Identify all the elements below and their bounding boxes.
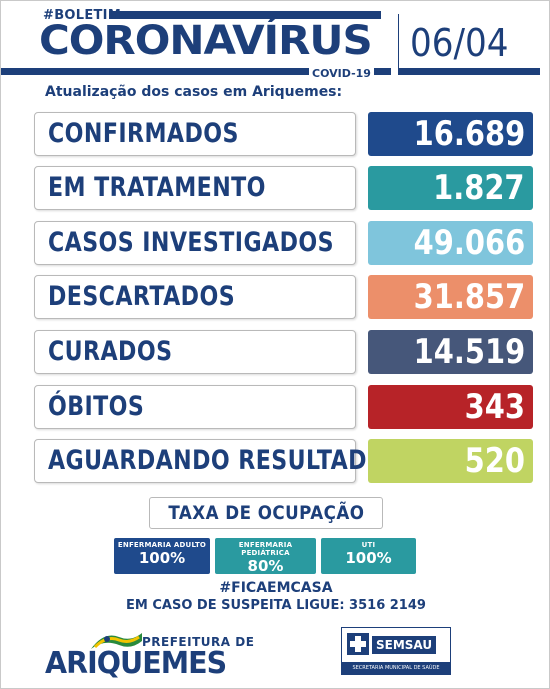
occupancy-value: 100%: [138, 549, 186, 567]
occupancy-title: TAXA DE OCUPAÇÃO: [167, 502, 364, 524]
semsau-subtitle: SECRETARIA MUNICIPAL DE SAÚDE: [342, 662, 450, 674]
stat-label-box: CASOS INVESTIGADOS: [34, 221, 356, 265]
page-subtitle: Atualização dos casos em Ariquemes:: [45, 84, 343, 100]
stat-label-box: DESCARTADOS: [34, 275, 356, 319]
stat-value-box: 16.689: [368, 112, 533, 156]
flag-icon: [91, 633, 142, 649]
stat-value-box: 1.827: [368, 166, 533, 210]
semsau-name: SEMSAU: [372, 636, 437, 654]
header-top-bar: [109, 11, 381, 19]
occupancy-value: 100%: [345, 549, 392, 567]
stat-label-box: CURADOS: [34, 330, 356, 374]
stat-label: CONFIRMADOS: [48, 118, 239, 149]
occupancy-label: ENFERMARIA PEDIÁTRICA: [238, 541, 293, 557]
occupancy-title-box: TAXA DE OCUPAÇÃO: [149, 497, 383, 529]
stat-label-box: ÓBITOS: [34, 385, 356, 429]
hashtag-boletim: #BOLETIM: [43, 8, 122, 23]
stat-label-box: AGUARDANDO RESULTADO: [34, 439, 386, 483]
date-bar: [398, 68, 540, 75]
city-name: ARIQUEMES: [45, 646, 227, 681]
stat-value-box: 14.519: [368, 330, 533, 374]
stat-value: 14.519: [413, 332, 525, 372]
stat-label: DESCARTADOS: [48, 281, 236, 312]
occupancy-label: UTI: [361, 541, 376, 549]
occupancy-uti: UTI 100%: [321, 538, 416, 574]
stat-value-box: 520: [368, 439, 533, 483]
stat-value: 31.857: [413, 277, 525, 317]
header-bottom-bar: [1, 68, 391, 75]
occupancy-enfermaria-pediatrica: ENFERMARIA PEDIÁTRICA 80%: [215, 538, 316, 575]
occupancy-enfermaria-adulto: ENFERMARIA ADULTO 100%: [114, 538, 210, 574]
stat-value: 343: [464, 387, 525, 427]
prefeitura-label: PREFEITURA DE: [142, 635, 255, 649]
bulletin-date: 06/04: [410, 21, 509, 65]
stat-value: 520: [464, 441, 525, 481]
stat-value-box: 343: [368, 385, 533, 429]
stat-value: 49.066: [413, 223, 525, 263]
stat-label: CURADOS: [48, 336, 173, 367]
stat-label-box: EM TRATAMENTO: [34, 166, 356, 210]
stat-value: 16.689: [413, 114, 525, 154]
occupancy-value: 80%: [247, 557, 284, 575]
date-box: [398, 14, 533, 70]
footer-hashtag: #FICAEMCASA: [219, 580, 333, 596]
stat-value-box: 31.857: [368, 275, 533, 319]
page-title: CORONAVÍRUS: [39, 18, 373, 64]
stat-label: AGUARDANDO RESULTADO: [48, 445, 387, 476]
covid-tag: COVID-19: [309, 67, 374, 80]
stat-label: EM TRATAMENTO: [48, 172, 266, 203]
stat-label-box: CONFIRMADOS: [34, 112, 356, 156]
footer-phone-line: EM CASO DE SUSPEITA LIGUE: 3516 2149: [126, 598, 426, 613]
health-cross-icon: [347, 633, 369, 655]
occupancy-label: ENFERMARIA ADULTO: [117, 541, 207, 549]
stat-label: ÓBITOS: [48, 391, 145, 422]
semsau-logo: SEMSAU SECRETARIA MUNICIPAL DE SAÚDE: [341, 627, 451, 675]
stat-value-box: 49.066: [368, 221, 533, 265]
stat-label: CASOS INVESTIGADOS: [48, 227, 334, 258]
stat-value: 1.827: [433, 168, 525, 208]
